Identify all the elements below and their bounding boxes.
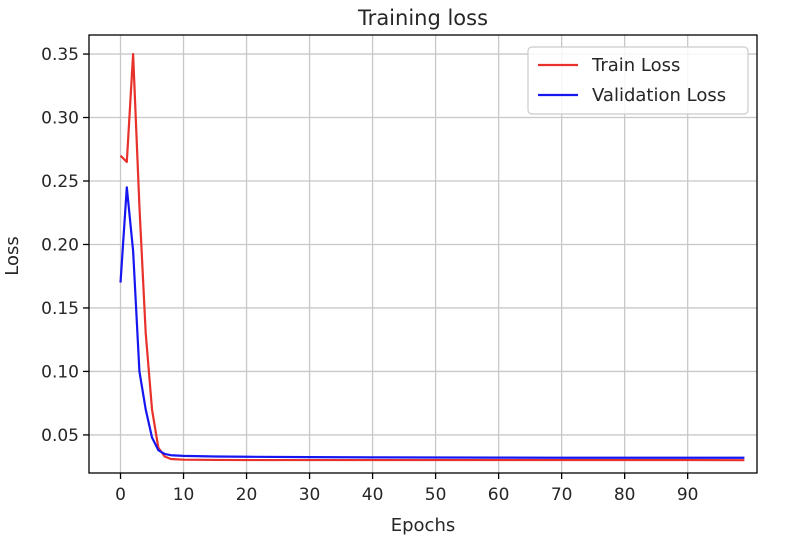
x-tick-label: 50 <box>425 485 447 505</box>
x-tick-label: 10 <box>173 485 195 505</box>
y-tick-label: 0.30 <box>41 109 79 129</box>
y-tick-label: 0.25 <box>41 172 79 192</box>
x-tick-label: 40 <box>362 485 384 505</box>
y-tick-label: 0.15 <box>41 299 79 319</box>
y-tick-label: 0.10 <box>41 362 79 382</box>
series-line-train-loss <box>119 52 745 462</box>
y-tick-label: 0.05 <box>41 426 79 446</box>
x-axis-label: Epochs <box>391 515 456 536</box>
series-layer <box>119 52 745 462</box>
x-tick-label: 20 <box>236 485 258 505</box>
y-axis-label: Loss <box>2 236 23 275</box>
x-tick-label: 80 <box>614 485 636 505</box>
legend: Train Loss Validation Loss <box>527 46 749 115</box>
y-tick-label: 0.35 <box>41 45 79 65</box>
legend-label-validation-loss: Validation Loss <box>592 85 726 106</box>
x-tick-label: 60 <box>488 485 510 505</box>
y-tick-label: 0.20 <box>41 235 79 255</box>
x-tick-label: 90 <box>677 485 699 505</box>
legend-label-train-loss: Train Loss <box>591 55 680 76</box>
x-tick-label: 0 <box>115 485 126 505</box>
chart-title: Training loss <box>357 6 488 30</box>
legend-box <box>527 46 749 115</box>
series-line-validation-loss <box>119 186 745 459</box>
tick-layer: 0 10 20 30 40 50 60 70 80 90 0.05 0.10 0.15 0.20 0.25 0… <box>41 45 698 505</box>
plot-frame <box>88 34 758 474</box>
x-tick-label: 30 <box>299 485 321 505</box>
x-tick-label: 70 <box>551 485 573 505</box>
